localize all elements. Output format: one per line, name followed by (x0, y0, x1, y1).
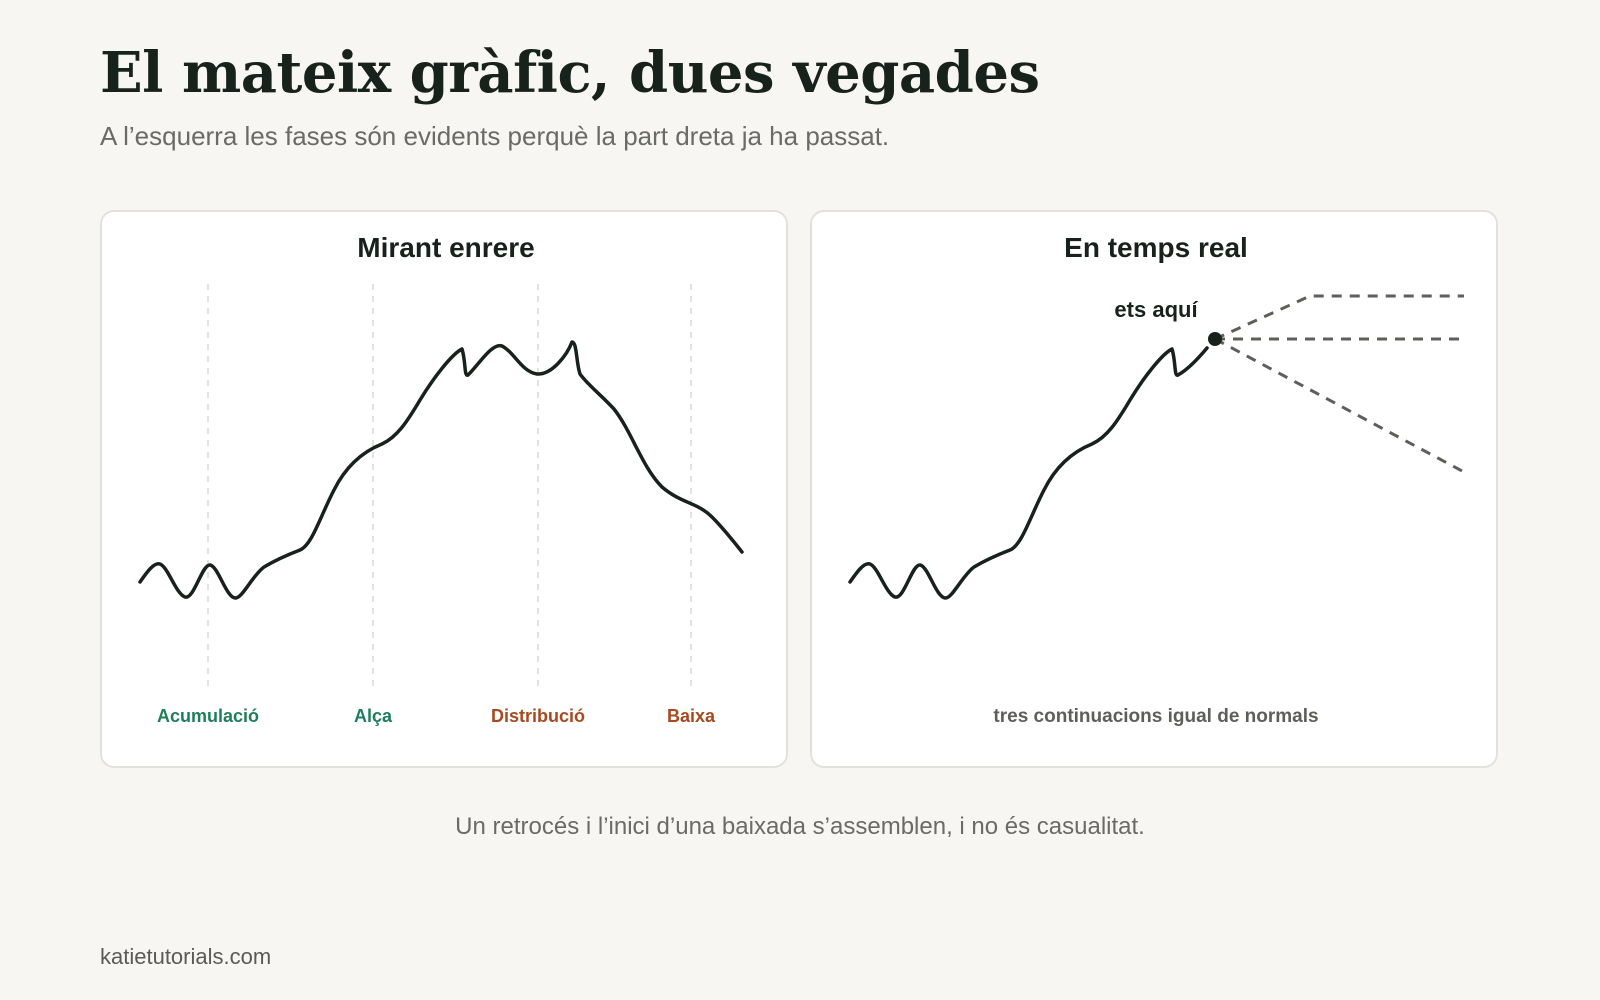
page-title: El mateix gràfic, dues vegades (100, 40, 1040, 106)
panel-hindsight: Mirant enrere Acumulació Alça Distribuci… (100, 210, 788, 768)
phase-label: Alça (354, 706, 393, 726)
current-position-marker (1208, 332, 1222, 346)
realtime-footnote: tres continuacions igual de normals (993, 706, 1318, 727)
hindsight-diagram: Mirant enrere Acumulació Alça Distribuci… (138, 232, 744, 726)
realtime-diagram: En temps real ets aquí tres continuacion… (848, 232, 1465, 727)
caption: Un retrocés i l’inici d’una baixada s’as… (455, 813, 1145, 840)
panel-title: En temps real (1064, 232, 1248, 263)
continuation-up (1214, 294, 1464, 341)
panel-title: Mirant enrere (357, 232, 534, 263)
page-subtitle: A l’esquerra les fases són evidents perq… (100, 121, 890, 151)
phase-label: Baixa (667, 706, 716, 726)
panel-realtime: En temps real ets aquí tres continuacion… (810, 210, 1498, 768)
phase-label: Acumulació (157, 706, 259, 726)
footer-site: katietutorials.com (100, 944, 272, 969)
continuation-down (1214, 337, 1465, 474)
phase-label: Distribució (491, 706, 585, 726)
price-line (138, 340, 744, 600)
marker-label: ets aquí (1114, 297, 1198, 322)
price-line (848, 346, 1209, 600)
